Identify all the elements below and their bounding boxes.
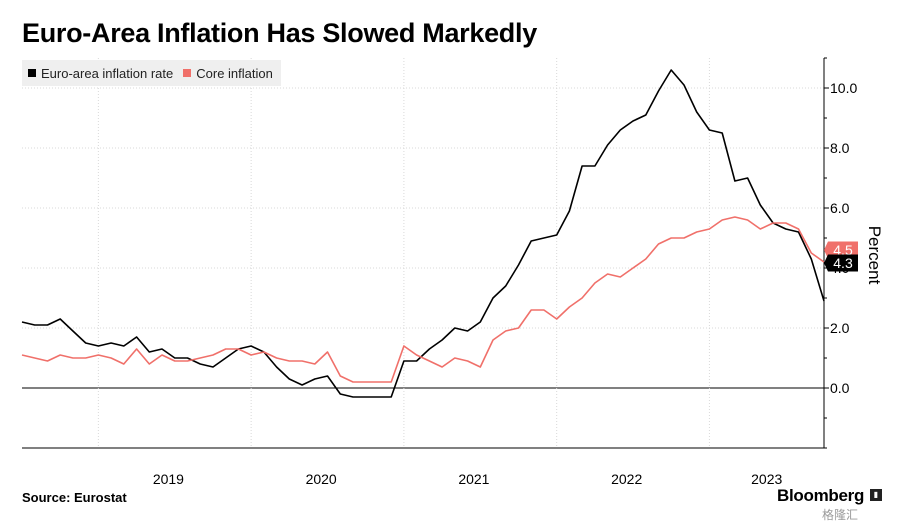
watermark: 格隆汇 [822,508,859,522]
y-tick-label: 6.0 [830,200,850,216]
last-value-label-core: 4.5 [824,241,858,259]
x-tick-label: 2021 [458,471,489,487]
series-line-headline [21,69,825,398]
last-value-label-core-bg [824,241,858,259]
source-note: Source: Eurostat [22,490,127,505]
y-axis-label: Percent [865,225,884,285]
gridlines [22,58,824,448]
chart-title: Euro-Area Inflation Has Slowed Markedly [22,18,537,48]
legend-item-headline: Euro-area inflation rate [28,66,173,81]
legend-label-core: Core inflation [196,65,273,81]
legend-swatch-core [183,69,192,77]
value-labels: 4.54.3 [824,241,858,272]
series-lines [21,69,825,398]
last-value-label-headline-text: 4.3 [833,255,853,271]
series-line-core [21,216,825,383]
legend: Euro-area inflation rate Core inflation [22,60,281,86]
last-value-label-core-text: 4.5 [833,242,853,258]
bloomberg-chart-icon: ▮ [870,489,882,501]
legend-label-headline: Euro-area inflation rate [41,65,174,81]
x-tick-label: 2020 [306,471,337,487]
last-value-label-headline: 4.3 [824,254,858,272]
legend-swatch-headline [28,69,36,77]
y-tick-label: 8.0 [830,140,850,156]
y-tick-label: 10.0 [830,80,857,96]
last-value-label-headline-bg [824,254,858,272]
y-tick-label: 2.0 [830,320,850,336]
x-tick-label: 2023 [751,471,782,487]
x-tick-label: 2019 [153,471,184,487]
y-tick-label: 0.0 [830,380,850,396]
bloomberg-logo: Bloomberg [777,486,865,505]
x-tick-label: 2022 [611,471,642,487]
legend-item-core: Core inflation [183,66,273,81]
